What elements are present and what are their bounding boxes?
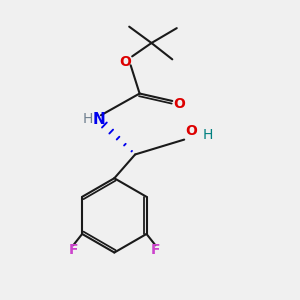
Text: O: O [119,55,131,69]
Text: F: F [151,243,160,257]
Text: N: N [93,112,106,127]
Text: O: O [173,97,185,111]
Text: H: H [202,128,213,142]
Text: O: O [186,124,197,138]
Text: H: H [82,112,93,126]
Text: F: F [68,243,78,257]
